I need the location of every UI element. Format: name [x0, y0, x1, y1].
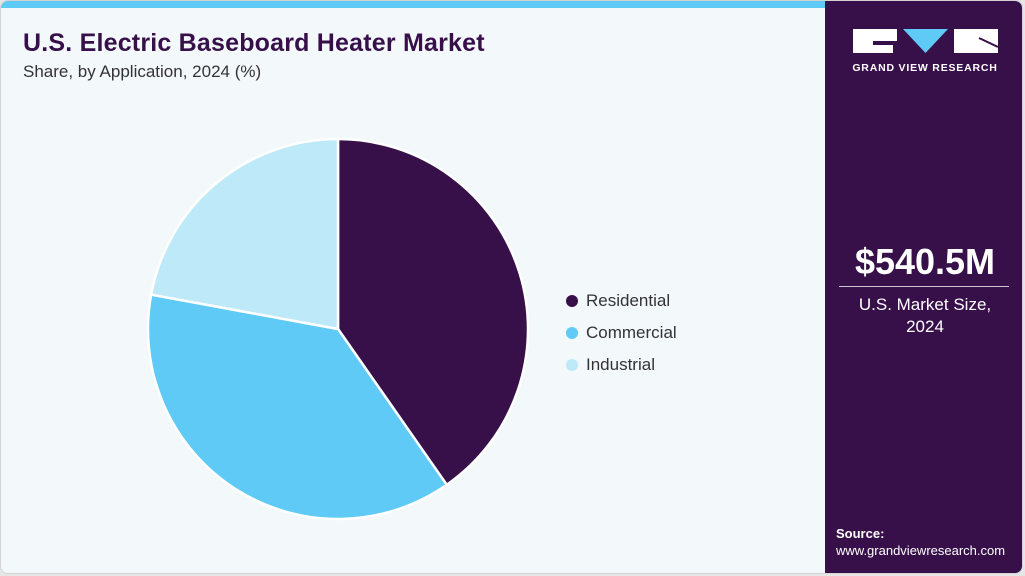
grand-view-research-logo-icon: [853, 29, 998, 53]
legend-label: Commercial: [586, 323, 677, 342]
source-link[interactable]: www.grandviewresearch.com: [836, 543, 1006, 558]
pie-slice-residential: [336, 137, 530, 487]
market-size-label-line2: 2024: [906, 317, 944, 336]
source-heading: Source:: [836, 526, 885, 541]
legend: Residential Commercial Industrial: [566, 285, 677, 381]
legend-label: Residential: [586, 291, 671, 310]
legend-label: Industrial: [586, 355, 655, 374]
market-size-label: U.S. Market Size, 2024: [825, 294, 1022, 338]
market-size-label-line1: U.S. Market Size,: [858, 295, 992, 314]
legend-item-industrial: Industrial: [566, 349, 677, 381]
pie-chart: [146, 137, 530, 521]
chart-subtitle: Share, by Application, 2024 (%): [23, 62, 262, 81]
legend-dot-icon: [566, 359, 578, 371]
legend-dot-icon: [566, 327, 578, 339]
logo-text: GRAND VIEW RESEARCH: [852, 62, 998, 74]
accent-bar: [1, 1, 825, 8]
chart-title: U.S. Electric Baseboard Heater Market: [23, 29, 485, 57]
divider: [839, 286, 1009, 287]
sidebar-panel: GRAND VIEW RESEARCH $540.5M U.S. Market …: [825, 1, 1022, 573]
market-size-value: $540.5M: [854, 241, 996, 282]
pie-slice-commercial: [146, 293, 449, 521]
legend-dot-icon: [566, 295, 578, 307]
pie-slice-industrial: [149, 137, 340, 331]
legend-item-residential: Residential: [566, 285, 677, 317]
legend-item-commercial: Commercial: [566, 317, 677, 349]
